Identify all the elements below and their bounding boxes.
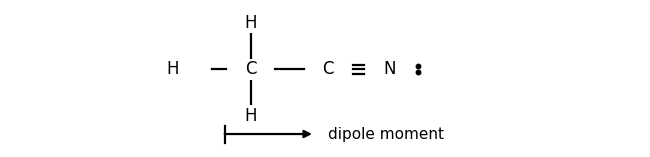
Text: H: H (244, 14, 257, 32)
Text: dipole moment: dipole moment (328, 127, 444, 141)
Text: C: C (322, 60, 334, 78)
Text: H: H (166, 60, 179, 78)
Text: N: N (384, 60, 396, 78)
Text: H: H (244, 106, 257, 125)
Text: C: C (245, 60, 256, 78)
